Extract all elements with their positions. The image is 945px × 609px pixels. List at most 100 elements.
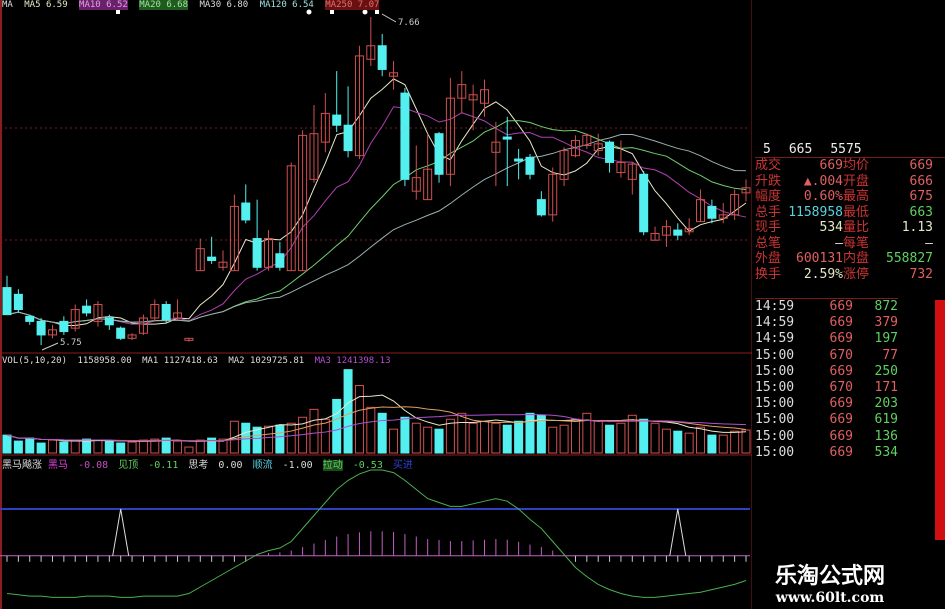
candle-body	[343, 124, 353, 152]
ma10-line	[6, 106, 747, 325]
quote-value: 534	[819, 220, 843, 235]
candle-body	[332, 114, 342, 126]
volume-side-bar	[935, 300, 945, 540]
ladong-value: -0.53	[352, 460, 383, 471]
candle	[263, 230, 273, 271]
volume-bar	[195, 439, 205, 454]
candle	[252, 199, 262, 271]
volume-bar	[389, 428, 399, 454]
candle-body	[320, 112, 330, 143]
quote-value: —	[925, 235, 933, 251]
watermark-url: www.60lt.com	[775, 590, 885, 606]
volume-bar	[627, 414, 637, 454]
quote-label: 总手	[755, 204, 782, 220]
moving-average-lines	[6, 78, 747, 326]
candle-body	[423, 168, 433, 201]
candle-body	[650, 232, 660, 241]
volume-bar	[218, 438, 228, 454]
candle	[605, 140, 615, 173]
candle-body	[309, 133, 319, 180]
trade-time: 14:59	[755, 315, 795, 331]
candle	[411, 145, 421, 200]
candle-body	[93, 303, 103, 322]
candle	[13, 289, 23, 313]
trade-price: 669	[829, 299, 853, 314]
trade-price: 669	[829, 396, 853, 412]
trade-ticks[interactable]: 14:59 669 872 14:59 669 379 14:59 669 197 15:00 67…	[755, 298, 898, 461]
volume-bar	[82, 438, 92, 454]
candle	[59, 316, 69, 335]
candle	[696, 189, 706, 223]
candle-body	[275, 253, 285, 268]
volume-bar	[354, 385, 364, 454]
quote-label: 最低	[843, 204, 870, 220]
candle-body	[457, 84, 467, 99]
trade-quantity: 250	[874, 363, 898, 379]
indicator-spike	[112, 508, 130, 556]
volume-bar	[673, 430, 683, 454]
candle-body	[491, 141, 501, 153]
candle-body	[2, 287, 12, 316]
volume-bar	[434, 428, 444, 454]
candle-body	[593, 143, 603, 152]
jianding-label: 见顶	[118, 460, 139, 471]
quote-label: 涨停	[843, 266, 870, 282]
volume-bar	[491, 422, 501, 454]
candle	[377, 33, 387, 77]
volume-bar	[2, 434, 12, 454]
candle	[457, 71, 467, 114]
quote-label: 外盘	[755, 251, 782, 266]
volume-bar	[275, 424, 285, 454]
candle	[593, 133, 603, 156]
candle-body	[445, 97, 455, 175]
candle	[161, 301, 171, 324]
ma-label: MA	[2, 0, 13, 10]
trade-price: 669	[829, 315, 853, 331]
quote-row: 幅度 0.60% 最高 675	[755, 189, 945, 205]
trade-price: 669	[829, 331, 853, 347]
candle-body	[639, 173, 649, 233]
volume-bar	[548, 426, 558, 454]
quote-label: 开盘	[843, 173, 870, 189]
candle-body	[70, 309, 80, 329]
candle	[707, 199, 717, 224]
candle-body	[104, 317, 114, 326]
candle-body	[548, 173, 558, 216]
candle-body	[616, 161, 626, 174]
candle-body	[13, 293, 23, 311]
indicator-spike	[669, 508, 687, 556]
trade-quantity: 136	[874, 428, 898, 444]
price-chart[interactable]: 7.66 5.75	[0, 0, 752, 609]
volume-bar	[59, 441, 69, 454]
volume-bar	[582, 412, 592, 454]
candle-body	[150, 303, 160, 319]
candle	[195, 238, 205, 272]
volume-bar	[570, 418, 580, 454]
vol-ma1: MA1 1127418.63	[142, 356, 218, 366]
volume-bar	[457, 412, 467, 454]
candle	[47, 324, 57, 339]
candle	[491, 121, 501, 187]
quote-value: 0.60%	[803, 189, 843, 204]
indicator-legend: 黑马飚涨 黑马 -0.08 见顶 -0.11 思考 0.00 顺流 -1.00 …	[2, 456, 417, 471]
volume-bar	[696, 426, 706, 454]
quote-row: 升跌 ▲.004 开盘 666	[755, 174, 945, 190]
trade-row: 15:00 670 77	[755, 348, 898, 364]
volume-bar	[173, 440, 183, 454]
quote-header-price: 665	[788, 142, 813, 157]
candle	[423, 133, 433, 201]
heima-value: -0.08	[78, 460, 109, 471]
candle	[2, 275, 12, 316]
trade-time: 15:00	[755, 444, 795, 460]
quote-label: 升跌	[755, 173, 782, 189]
quote-label: 量比	[843, 220, 870, 235]
quote-row: 外盘 600131 内盘 558827	[755, 251, 945, 267]
candle	[218, 250, 228, 271]
candle	[389, 60, 399, 90]
shunliu-label: 顺流	[252, 460, 273, 471]
trade-quantity: 203	[874, 396, 898, 412]
quote-header: 5 665 5575	[755, 135, 945, 158]
candle	[627, 162, 637, 195]
candle-body	[116, 327, 126, 339]
ma-legend: MA MA5 6.59 MA10 6.52 MA20 6.68 MA30 6.8…	[2, 0, 385, 10]
